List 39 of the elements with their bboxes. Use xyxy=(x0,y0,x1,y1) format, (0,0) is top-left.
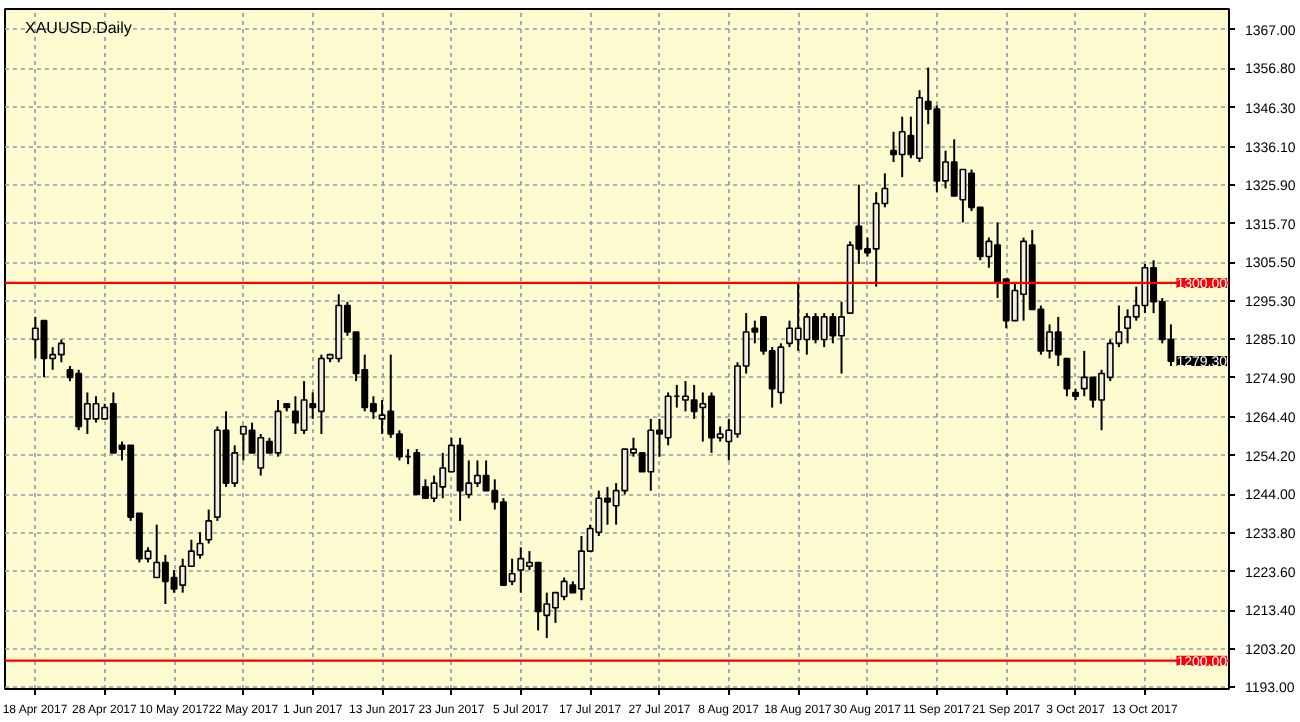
candlestick xyxy=(1089,376,1097,409)
candlestick xyxy=(300,380,308,435)
candlestick xyxy=(820,312,828,349)
candlestick xyxy=(31,315,39,360)
candlestick xyxy=(196,531,204,560)
candlestick xyxy=(829,312,837,345)
candlestick xyxy=(170,569,178,594)
candlestick xyxy=(1141,263,1149,315)
candlestick xyxy=(439,451,447,500)
candlestick xyxy=(950,138,958,197)
candlestick xyxy=(777,342,785,405)
candlestick xyxy=(690,383,698,420)
candlestick xyxy=(959,168,967,224)
candlestick xyxy=(205,508,213,545)
candlestick xyxy=(257,433,265,477)
candlestick xyxy=(92,395,100,424)
candlestick xyxy=(560,576,568,602)
candlestick xyxy=(699,391,707,443)
candlestick xyxy=(274,399,282,458)
candlestick xyxy=(872,191,880,288)
candlestick xyxy=(1124,308,1132,345)
candlestick xyxy=(1063,357,1071,398)
candlestick xyxy=(57,338,65,364)
candlestick xyxy=(1080,349,1088,398)
candlestick xyxy=(664,391,672,447)
candlestick xyxy=(890,130,898,163)
candlestick xyxy=(153,523,161,579)
candlestick xyxy=(898,115,906,179)
candlestick xyxy=(794,281,802,352)
candlestick xyxy=(647,417,655,492)
candlestick xyxy=(803,312,811,356)
candlestick xyxy=(430,474,438,503)
candlestick xyxy=(517,546,525,594)
text: XAUUSD.Daily xyxy=(25,19,132,37)
candlestick xyxy=(456,436,464,522)
candlestick xyxy=(1054,315,1062,367)
candlestick xyxy=(179,557,187,594)
candlestick xyxy=(378,399,386,435)
candlestick xyxy=(413,448,421,496)
